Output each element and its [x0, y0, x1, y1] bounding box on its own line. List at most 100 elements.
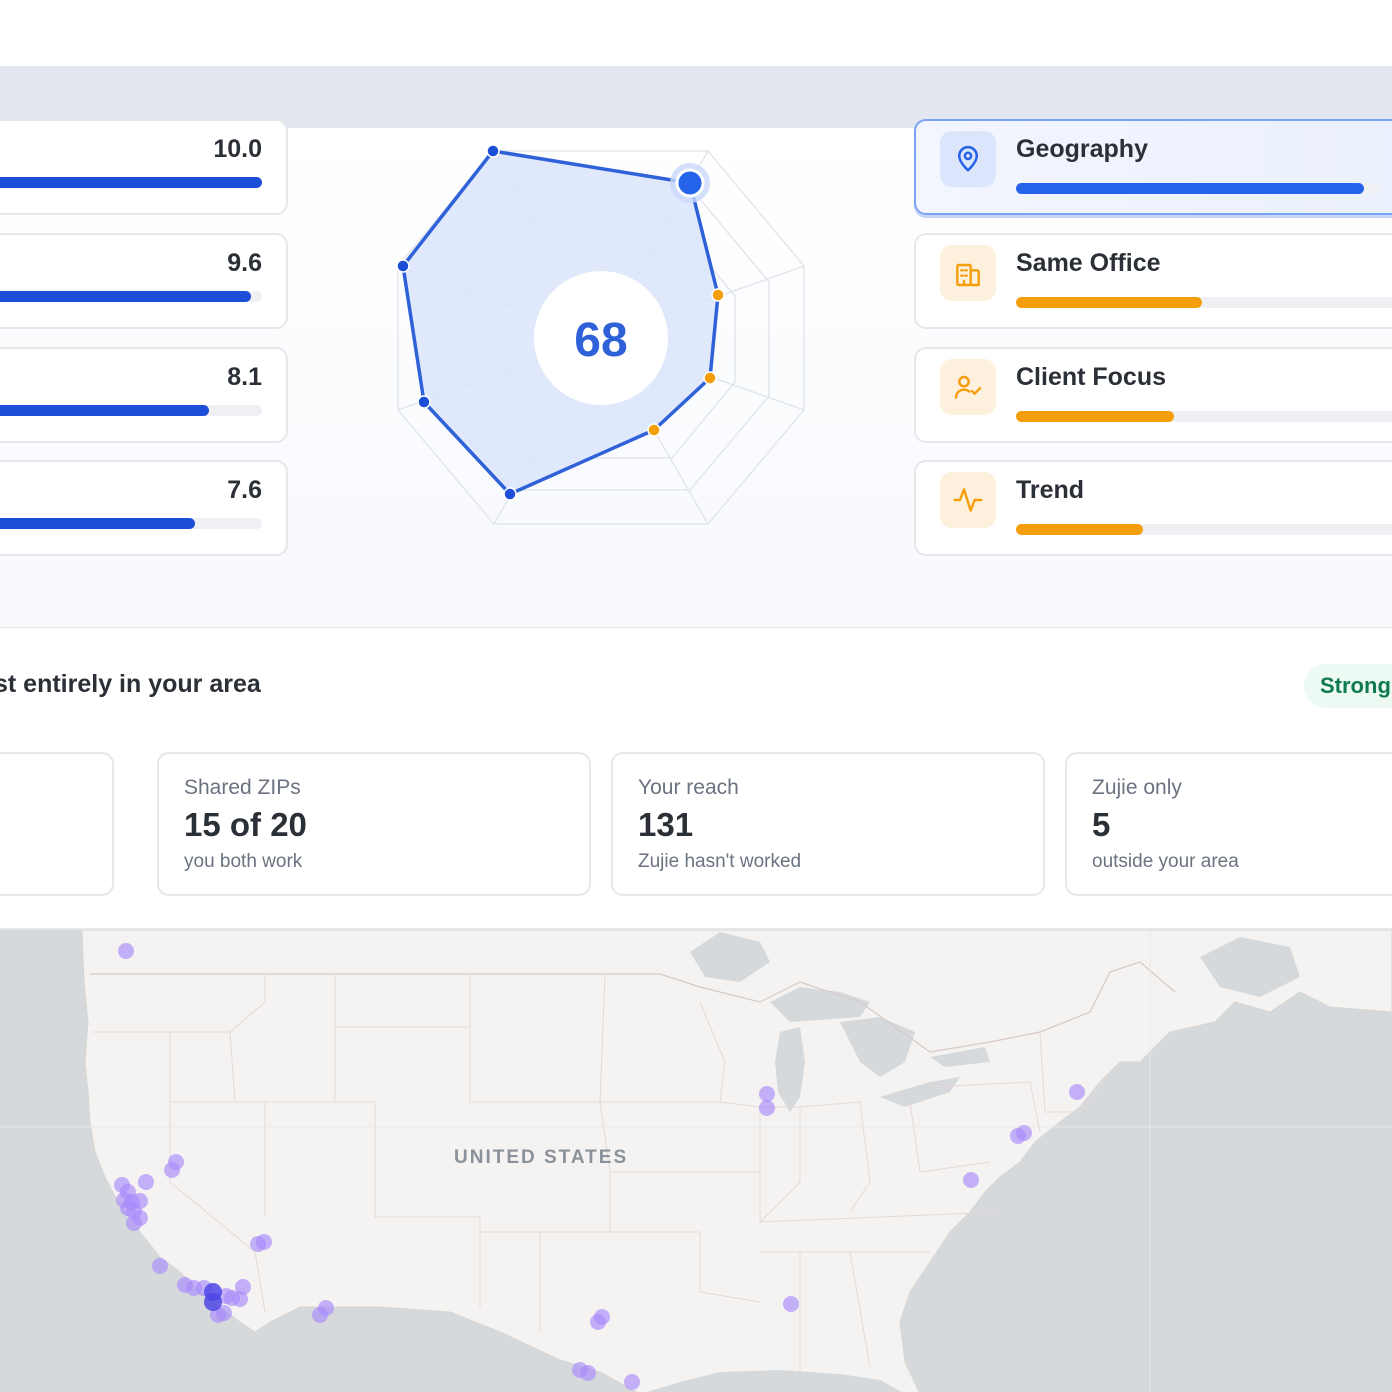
- zip-marker[interactable]: [312, 1307, 328, 1323]
- factor-bar-fill: [1016, 524, 1143, 535]
- score-circle: [534, 271, 668, 405]
- metric-card: 10.0: [0, 119, 288, 215]
- top-bar: [0, 0, 1392, 66]
- radar-point[interactable]: [417, 395, 431, 409]
- factor-card-geography[interactable]: Geography: [914, 119, 1392, 215]
- metric-bar-track: [0, 405, 262, 416]
- map-canvas: [0, 930, 1392, 1392]
- stat-label: Your reach: [638, 776, 739, 799]
- factor-label: Same Office: [1016, 249, 1161, 277]
- score-value: 68: [574, 314, 627, 367]
- zip-marker[interactable]: [580, 1365, 596, 1381]
- section-headline: st entirely in your area: [0, 670, 261, 698]
- lake-superior: [770, 987, 870, 1022]
- zip-marker[interactable]: [152, 1258, 168, 1274]
- zip-marker[interactable]: [1069, 1084, 1085, 1100]
- metric-bar-fill: [0, 177, 262, 188]
- zip-marker[interactable]: [164, 1162, 180, 1178]
- factor-card-same-office[interactable]: Same Office: [914, 233, 1392, 329]
- zip-markers: [114, 943, 1085, 1390]
- metric-value: 8.1: [227, 363, 262, 391]
- user-check-icon: [940, 359, 996, 415]
- factor-card-client-focus[interactable]: Client Focus: [914, 347, 1392, 443]
- stat-label: Zujie only: [1092, 776, 1182, 799]
- strength-badge: Strong: [1304, 664, 1392, 708]
- factor-card-trend[interactable]: Trend: [914, 460, 1392, 556]
- metric-bar-fill: [0, 518, 195, 529]
- radar-point[interactable]: [503, 487, 517, 501]
- stat-subtext: outside your area: [1092, 851, 1239, 872]
- radar-point[interactable]: [396, 259, 410, 273]
- metric-card: 8.1: [0, 347, 288, 443]
- metric-card: 9.6: [0, 233, 288, 329]
- zip-marker[interactable]: [235, 1279, 251, 1295]
- metric-bar-track: [0, 291, 262, 302]
- zip-marker[interactable]: [963, 1172, 979, 1188]
- zip-marker[interactable]: [590, 1314, 606, 1330]
- stat-subtext: Zujie hasn't worked: [638, 851, 802, 872]
- lake-michigan: [775, 1027, 805, 1112]
- zip-marker[interactable]: [759, 1100, 775, 1116]
- zip-marker[interactable]: [783, 1296, 799, 1312]
- factor-label: Geography: [1016, 135, 1148, 163]
- zip-marker[interactable]: [256, 1234, 272, 1250]
- factor-bar-fill: [1016, 183, 1364, 194]
- metric-bar-fill: [0, 291, 251, 302]
- pacific-water: [0, 1302, 255, 1392]
- stat-value: 15 of 20: [184, 806, 307, 843]
- zip-marker[interactable]: [759, 1086, 775, 1102]
- zip-marker-cluster[interactable]: [204, 1293, 222, 1311]
- metric-card: 7.6: [0, 460, 288, 556]
- stat-card-zujie-only: Zujie only 5 outside your area: [1065, 752, 1392, 896]
- zip-marker[interactable]: [126, 1215, 142, 1231]
- stat-value: 5: [1092, 806, 1111, 843]
- zip-cluster: [204, 1283, 222, 1311]
- stat-card-shared-zips: Shared ZIPs 15 of 20 you both work: [157, 752, 591, 896]
- zip-marker[interactable]: [118, 943, 134, 959]
- zip-marker[interactable]: [210, 1307, 226, 1323]
- building-icon: [940, 245, 996, 301]
- factor-bar-track: [1016, 411, 1392, 422]
- radar-point[interactable]: [486, 144, 500, 158]
- zip-marker[interactable]: [138, 1174, 154, 1190]
- lake-ontario: [930, 1047, 990, 1067]
- factor-bar-fill: [1016, 411, 1175, 422]
- factor-bar-track: [1016, 297, 1392, 308]
- metric-bar-track: [0, 177, 262, 188]
- header-band: [0, 66, 1392, 128]
- radar-point-active[interactable]: [675, 168, 705, 198]
- metric-bar-fill: [0, 405, 209, 416]
- metric-value: 7.6: [227, 476, 262, 504]
- stat-label: Shared ZIPs: [184, 776, 301, 799]
- radar-point[interactable]: [647, 423, 661, 437]
- state-borders: [92, 973, 1111, 1372]
- lake-huron: [840, 1017, 915, 1077]
- zip-marker[interactable]: [624, 1374, 640, 1390]
- factor-bar-track: [1016, 183, 1382, 194]
- metric-bar-track: [0, 518, 262, 529]
- zip-marker[interactable]: [1010, 1128, 1026, 1144]
- factor-label: Client Focus: [1016, 363, 1167, 391]
- stat-subtext: you both work: [184, 851, 303, 872]
- radar-chart: 68: [396, 144, 805, 525]
- stat-card-your-reach: Your reach 131 Zujie hasn't worked: [611, 752, 1045, 896]
- activity-icon: [940, 472, 996, 528]
- map-water: [690, 932, 770, 982]
- zip-coverage-map[interactable]: UNITED STATES: [0, 928, 1392, 1392]
- map-pin-icon: [940, 131, 996, 187]
- map-water: [1200, 937, 1300, 997]
- radar-point[interactable]: [711, 288, 725, 302]
- map-country-label: UNITED STATES: [454, 1147, 629, 1168]
- zip-marker[interactable]: [232, 1291, 248, 1307]
- map-land: [81, 930, 1392, 1392]
- gulf-water: [646, 1370, 902, 1392]
- metric-value: 9.6: [227, 249, 262, 277]
- factor-bar-fill: [1016, 297, 1203, 308]
- stat-value: 131: [638, 806, 694, 843]
- international-border: [90, 961, 1176, 1053]
- metric-value: 10.0: [213, 135, 262, 163]
- stat-card: [0, 752, 114, 896]
- radar-point[interactable]: [703, 371, 717, 385]
- factor-bar-track: [1016, 524, 1392, 535]
